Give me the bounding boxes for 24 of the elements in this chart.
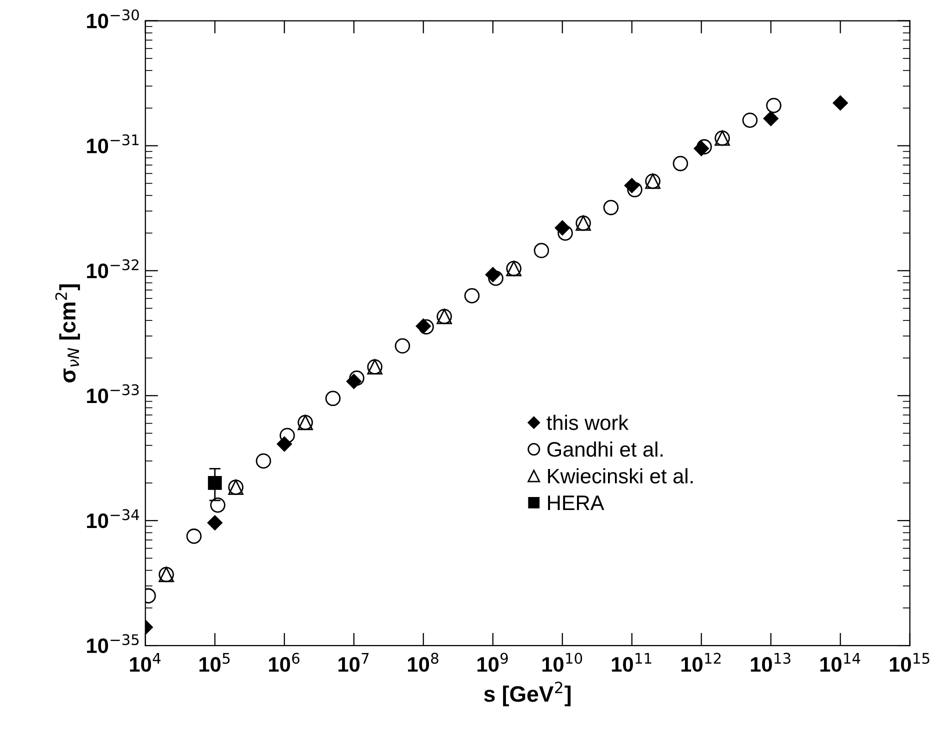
x-tick-label: 10$^{10}$ (542, 652, 582, 672)
legend-label: Gandhi et al. (547, 441, 663, 457)
x-tick-label: 10$^{13}$ (750, 652, 790, 672)
y-tick-label: 10$^{−30}$ (87, 9, 139, 28)
y-tick-label: 10$^{−33}$ (87, 384, 139, 404)
x-axis-title: s [GeV$^{2}$] (484, 682, 571, 706)
legend-label: HERA (548, 496, 604, 510)
y-tick-label: 10$^{−31}$ (87, 134, 139, 154)
x-tick-label: 10$^{4}$ (130, 653, 161, 672)
legend-label: this work (546, 414, 629, 430)
x-tick-label: 10$^{12}$ (681, 652, 721, 672)
y-tick-label: 10$^{−35}$ (87, 634, 139, 654)
x-tick-label: 10$^{8}$ (408, 652, 438, 672)
x-tick-label: 10$^{9}$ (478, 652, 508, 672)
x-tick-label: 10$^{11}$ (612, 653, 652, 672)
y-tick-label: 10$^{−32}$ (87, 259, 138, 278)
x-tick-label: 10$^{7}$ (338, 653, 369, 672)
x-tick-label: 10$^{5}$ (200, 653, 230, 672)
legend-label: Kwiecinski et al. (548, 468, 693, 484)
x-tick-label: 10$^{15}$ (890, 653, 930, 672)
y-tick-label: 10$^{−34}$ (87, 509, 140, 528)
x-tick-label: 10$^{14}$ (820, 653, 860, 672)
x-tick-label: 10$^{6}$ (269, 652, 300, 672)
y-axis-title: σ$_{νN}$ [cm$^{2}$] (55, 284, 80, 382)
